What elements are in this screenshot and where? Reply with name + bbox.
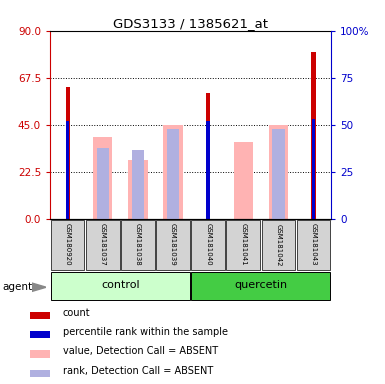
FancyBboxPatch shape — [191, 272, 330, 300]
Text: rank, Detection Call = ABSENT: rank, Detection Call = ABSENT — [63, 366, 213, 376]
Text: GSM181041: GSM181041 — [240, 223, 246, 266]
Polygon shape — [32, 283, 46, 291]
FancyBboxPatch shape — [226, 220, 260, 270]
Bar — [132, 150, 144, 219]
Text: value, Detection Call = ABSENT: value, Detection Call = ABSENT — [63, 346, 218, 356]
FancyBboxPatch shape — [191, 220, 225, 270]
Bar — [234, 142, 253, 219]
Bar — [163, 125, 182, 219]
Bar — [65, 87, 70, 219]
Text: agent: agent — [2, 282, 32, 292]
Bar — [66, 121, 69, 219]
Bar — [311, 51, 316, 219]
Bar — [30, 331, 50, 338]
FancyBboxPatch shape — [261, 220, 295, 270]
Bar — [30, 311, 50, 319]
Bar — [97, 148, 109, 219]
Bar — [167, 129, 179, 219]
Text: count: count — [63, 308, 90, 318]
Bar — [269, 125, 288, 219]
Text: quercetin: quercetin — [234, 280, 287, 290]
FancyBboxPatch shape — [86, 220, 120, 270]
Bar — [128, 161, 147, 219]
Title: GDS3133 / 1385621_at: GDS3133 / 1385621_at — [113, 17, 268, 30]
Text: GSM181040: GSM181040 — [205, 223, 211, 266]
FancyBboxPatch shape — [51, 272, 190, 300]
FancyBboxPatch shape — [297, 220, 330, 270]
Text: GSM180920: GSM180920 — [65, 223, 70, 266]
Bar — [206, 93, 210, 219]
Text: GSM181038: GSM181038 — [135, 223, 141, 266]
Bar — [93, 137, 112, 219]
Text: GSM181037: GSM181037 — [100, 223, 106, 266]
Text: control: control — [101, 280, 140, 290]
FancyBboxPatch shape — [51, 220, 84, 270]
Bar — [30, 370, 50, 377]
Bar — [312, 119, 315, 219]
Text: GSM181043: GSM181043 — [311, 223, 316, 266]
Bar — [30, 350, 50, 358]
FancyBboxPatch shape — [156, 220, 190, 270]
Bar — [206, 121, 210, 219]
Text: GSM181042: GSM181042 — [275, 223, 281, 266]
FancyBboxPatch shape — [121, 220, 155, 270]
Text: percentile rank within the sample: percentile rank within the sample — [63, 327, 228, 337]
Text: GSM181039: GSM181039 — [170, 223, 176, 266]
Bar — [272, 129, 285, 219]
